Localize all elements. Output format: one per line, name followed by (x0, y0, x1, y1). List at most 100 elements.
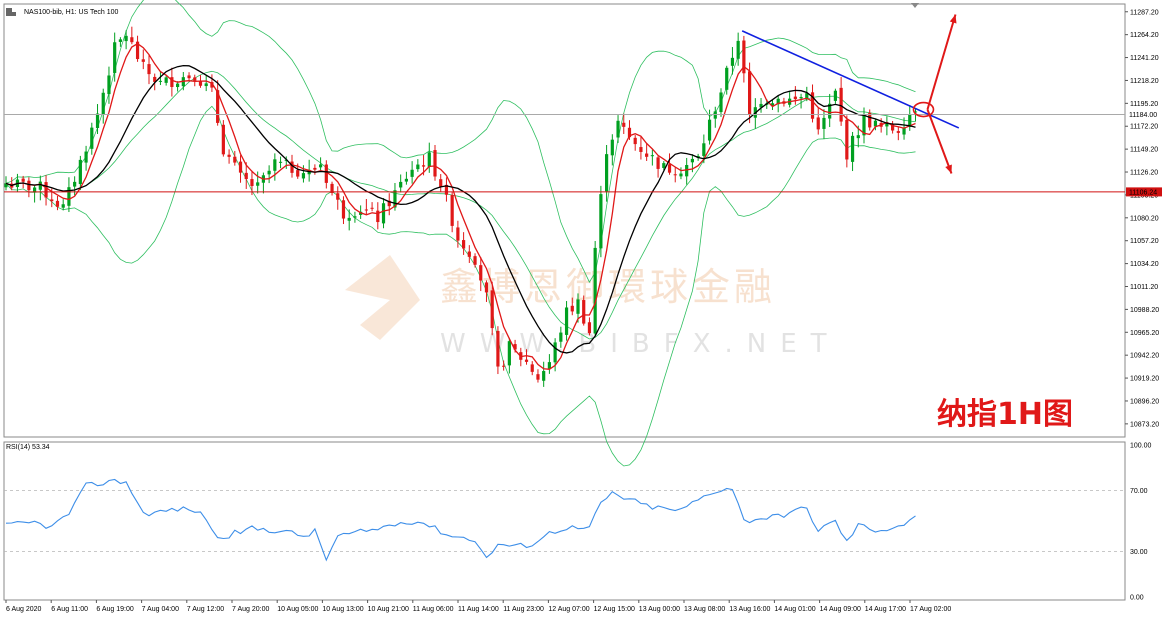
candle-body (21, 178, 25, 182)
candle-body (713, 111, 717, 119)
candle-body (484, 282, 489, 293)
candle-body (301, 173, 306, 179)
symbol-header: NAS100-bib, H1: US Tech 100 (24, 9, 119, 16)
candle-body (153, 76, 157, 82)
candle-body (582, 300, 586, 324)
x-tick-label: 7 Aug 12:00 (187, 606, 224, 613)
candle-body (627, 127, 632, 138)
candle-body (113, 42, 117, 73)
candle-body (622, 122, 626, 127)
candle-body (347, 217, 351, 221)
x-tick-label: 13 Aug 08:00 (684, 606, 725, 613)
y-tick-label: 11172.20 (1130, 124, 1158, 131)
candle-body (187, 75, 191, 79)
candle-body (341, 200, 346, 219)
candle-body (564, 307, 569, 335)
main-panel-border (3, 3, 1126, 438)
candle-body (67, 187, 71, 206)
candle-body (707, 119, 712, 141)
candle-body (27, 180, 31, 191)
candle-body (450, 194, 454, 226)
candle-body (176, 83, 180, 88)
candle-body (570, 305, 574, 312)
candle-body (387, 200, 391, 207)
x-tick-label: 6 Aug 19:00 (96, 606, 133, 613)
candle-body (278, 161, 283, 163)
candle-body (650, 155, 654, 157)
candle-body (244, 172, 248, 180)
candle-body (210, 82, 214, 88)
candle-body (130, 37, 134, 43)
rsi-panel-border (3, 441, 1126, 601)
chart-header: NAS100-bib, H1: US Tech 100 (6, 3, 919, 16)
candle-body (73, 181, 77, 187)
candle-body (490, 290, 494, 329)
x-tick-label: 11 Aug 06:00 (413, 606, 454, 613)
chart-menu-icon[interactable] (6, 8, 16, 16)
candle-body (290, 161, 294, 173)
candle-body (896, 131, 900, 133)
ma-slow-line (5, 64, 916, 354)
arrow-up (926, 14, 957, 110)
y-tick-label: 10919.20 (1130, 376, 1159, 383)
candle-body (370, 207, 374, 209)
candle-body (719, 92, 723, 113)
candle-body (799, 97, 803, 99)
candle-body (913, 111, 918, 113)
x-tick-label: 6 Aug 2020 (6, 606, 42, 613)
candle-body (873, 120, 878, 127)
candle-body (170, 77, 174, 87)
y-tick-label: 10942.20 (1130, 353, 1159, 360)
y-tick-label: 11195.20 (1130, 101, 1158, 108)
candle-body (164, 77, 168, 83)
candle-body (204, 83, 208, 87)
x-tick-label: 13 Aug 00:00 (639, 606, 680, 613)
candle-body (673, 174, 677, 176)
candle-body (44, 182, 48, 198)
y-tick-label: 11057.20 (1130, 238, 1159, 245)
watermark: 鑫博恩御環球金融 WWW.BIBFX.NET (345, 255, 827, 359)
watermark-chinese: 鑫博恩御環球金融 (440, 265, 776, 309)
candle-body (256, 182, 260, 186)
candle-body (233, 156, 237, 163)
x-tick-label: 10 Aug 21:00 (368, 606, 409, 613)
candle-body (742, 40, 746, 74)
candle-body (616, 120, 620, 138)
y-tick-label: 11034.20 (1130, 261, 1159, 268)
candle-body (227, 154, 231, 157)
candle-body (55, 200, 60, 207)
candle-body (118, 39, 122, 42)
arrow-down-head (945, 164, 952, 174)
candle-body (685, 164, 689, 177)
candle-body (536, 374, 540, 380)
candle-body (759, 103, 763, 108)
candle-body (364, 209, 368, 211)
arrow-down (926, 109, 953, 174)
candle-body (462, 240, 466, 249)
rsi-tick-label: 0.00 (1130, 595, 1144, 602)
y-tick-label: 11149.20 (1130, 147, 1158, 154)
price-levels (4, 113, 1125, 193)
candle-body (553, 342, 557, 363)
candle-body (141, 59, 145, 62)
candle-body (324, 164, 328, 183)
candle-body (833, 90, 837, 101)
candle-body (313, 167, 317, 170)
candle-body (273, 159, 277, 171)
current-price-tag: 11184.00 (1129, 112, 1157, 119)
candle-body (404, 178, 408, 182)
candle-body (376, 210, 380, 223)
candle-body (599, 194, 603, 249)
candle-body (193, 77, 197, 81)
candle-body (702, 143, 706, 156)
candle-body (530, 364, 534, 372)
candle-body (381, 203, 386, 224)
candle-body (444, 184, 449, 195)
y-tick-label: 11287.20 (1130, 9, 1159, 16)
candle-body (399, 181, 403, 188)
candle-body (479, 265, 483, 281)
bollinger-upper (5, 0, 916, 283)
candle-body (828, 103, 832, 119)
candle-body (547, 362, 551, 369)
